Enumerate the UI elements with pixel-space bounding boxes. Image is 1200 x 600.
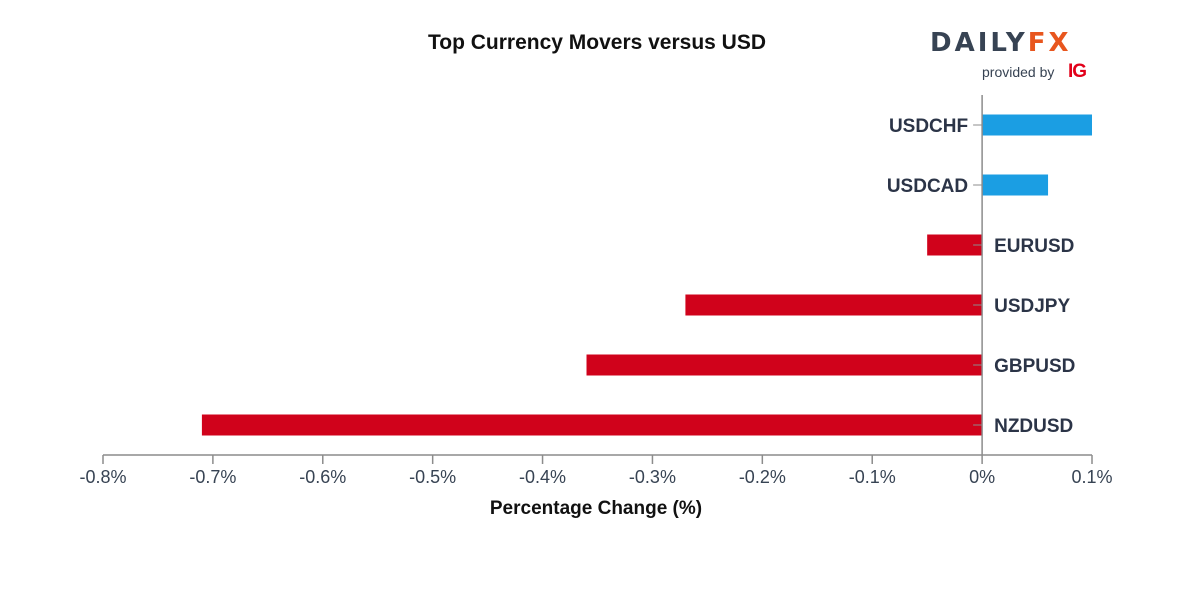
bar-gbpusd: [586, 354, 983, 376]
category-label-usdjpy: USDJPY: [994, 296, 1070, 317]
logo-fx-text: FX: [1027, 28, 1072, 58]
bars-group: [201, 114, 1092, 436]
category-label-eurusd: EURUSD: [994, 236, 1074, 257]
bar-usdchf: [982, 114, 1092, 136]
category-label-gbpusd: GBPUSD: [994, 356, 1075, 377]
x-tick-label: -0.4%: [519, 467, 566, 487]
logo-wordmark: DAILYFX: [930, 28, 1072, 58]
category-label-nzdusd: NZDUSD: [994, 416, 1073, 437]
dailyfx-logo: DAILYFX provided by IG: [930, 28, 1090, 84]
bar-eurusd: [927, 234, 983, 256]
bar-nzdusd: [201, 414, 983, 436]
logo-provided-by: provided by: [982, 64, 1055, 80]
x-tick-label: -0.8%: [79, 467, 126, 487]
logo-ig: IG: [1068, 61, 1087, 82]
x-tick-label: -0.2%: [739, 467, 786, 487]
x-tick-label: -0.5%: [409, 467, 456, 487]
tick-labels-group: -0.8% -0.7% -0.6% -0.5% -0.4% -0.3% -0.2% -0.1%…: [79, 467, 1112, 487]
bar-usdjpy: [685, 294, 983, 316]
x-axis-label: Percentage Change (%): [490, 498, 702, 519]
x-tick-label: -0.6%: [299, 467, 346, 487]
x-tick-label: 0.1%: [1071, 467, 1112, 487]
category-label-usdcad: USDCAD: [887, 176, 968, 197]
chart-title: Top Currency Movers versus USD: [427, 31, 767, 54]
x-tick-label: -0.7%: [189, 467, 236, 487]
bar-usdcad: [982, 174, 1049, 196]
x-tick-label: -0.3%: [629, 467, 676, 487]
x-tick-label: -0.1%: [849, 467, 896, 487]
logo-daily-text: DAILY: [930, 28, 1028, 58]
category-labels-group: USDCHF USDCAD EURUSD USDJPY GBPUSD NZDUSD: [887, 116, 1076, 437]
x-tick-label: 0%: [969, 467, 995, 487]
category-label-usdchf: USDCHF: [889, 116, 968, 137]
axes-group: [102, 95, 1093, 464]
